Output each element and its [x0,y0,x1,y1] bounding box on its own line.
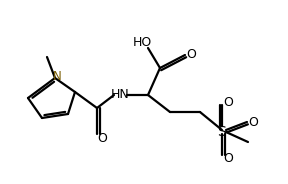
Text: S: S [218,125,226,139]
Text: HN: HN [111,89,129,102]
Text: HO: HO [132,36,151,49]
Text: O: O [97,132,107,146]
Text: O: O [248,116,258,128]
Text: N: N [53,70,61,84]
Text: O: O [223,95,233,109]
Text: O: O [223,151,233,164]
Text: O: O [186,47,196,61]
